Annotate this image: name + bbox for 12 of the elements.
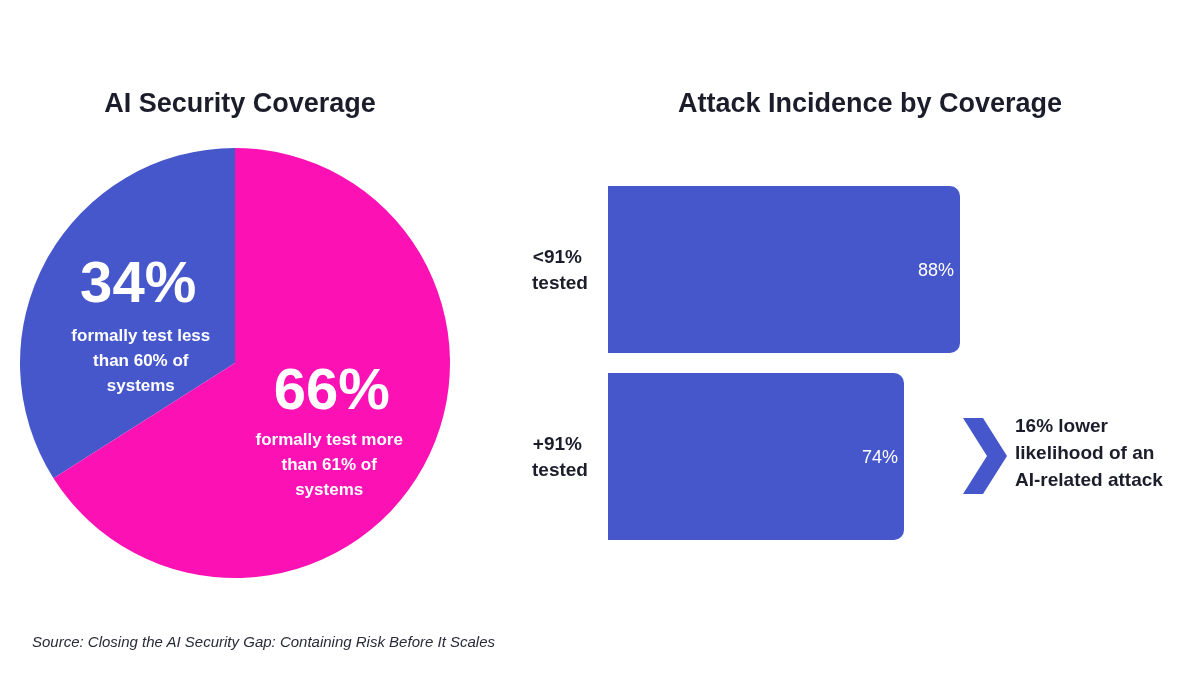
- slice-label: formally test more than 61% of systems: [254, 428, 404, 501]
- chart-title: Attack Incidence by Coverage: [677, 87, 1063, 118]
- y-tick-label: <91% tested: [532, 246, 588, 293]
- slice-label: formally test less than 60% of systems: [70, 325, 212, 398]
- chart-title: AI Security Coverage: [104, 87, 376, 118]
- data-label: 34%: [80, 249, 197, 315]
- source-note: Source: Closing the AI Security Gap: Containing Risk Before It Scales: [32, 633, 496, 650]
- data-label: 66%: [273, 355, 390, 421]
- text: 16% lower likelihood of an AI-related attack: [1015, 414, 1164, 492]
- data-label: 74%: [861, 446, 898, 467]
- data-label: 88%: [917, 259, 954, 280]
- y-tick-label: +91% tested: [532, 433, 588, 480]
